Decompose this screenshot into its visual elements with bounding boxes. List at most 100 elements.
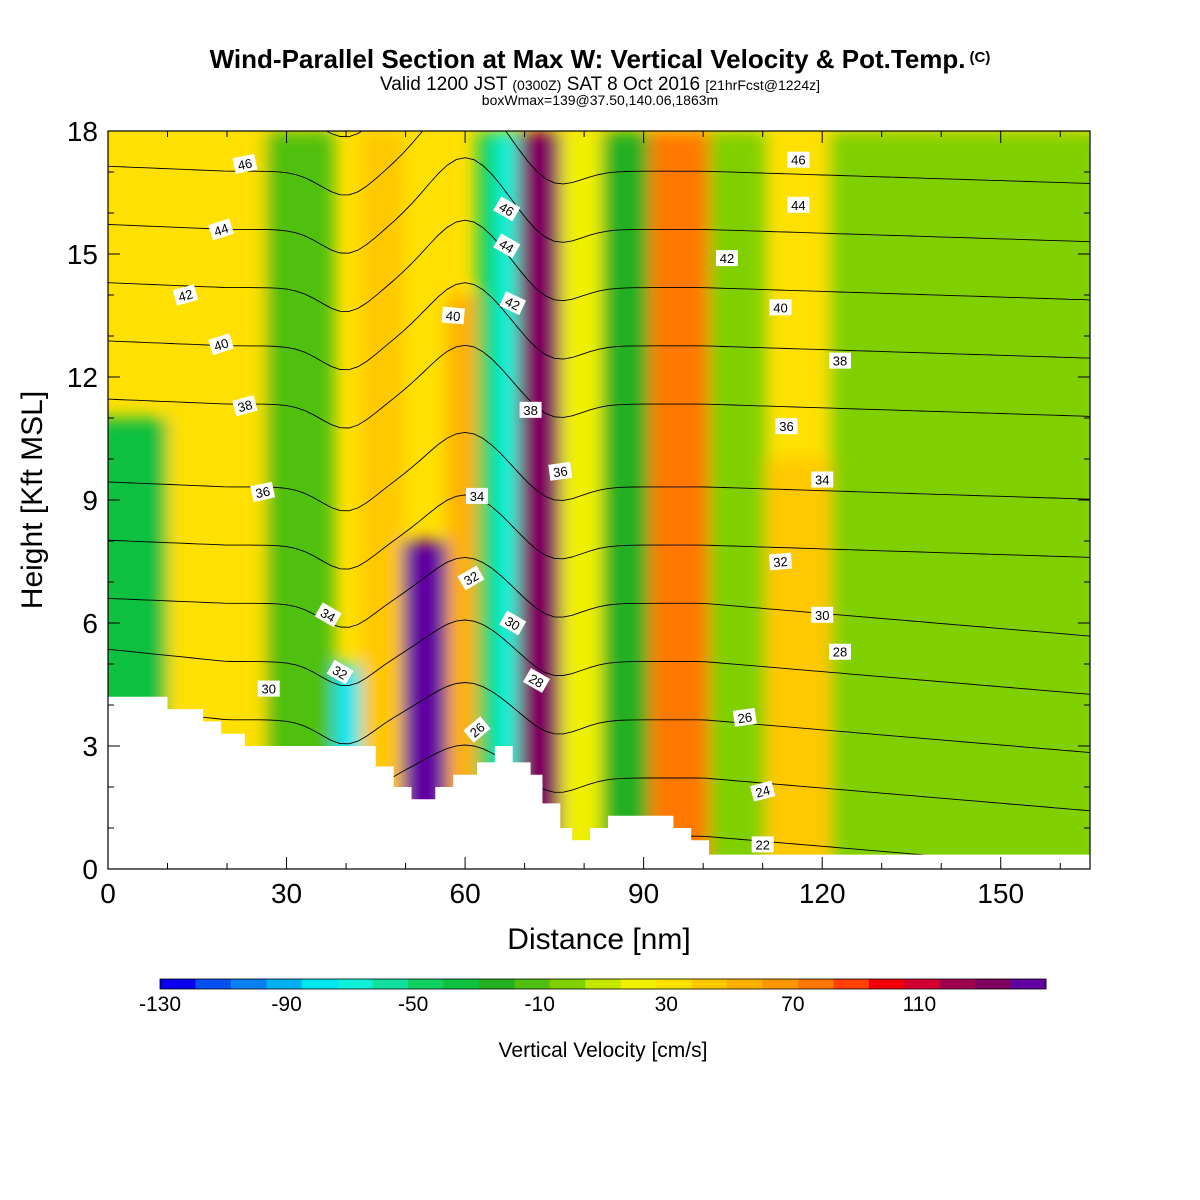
colorbar-swatch [443, 979, 480, 989]
colorbar-tick-label: 110 [903, 993, 936, 1016]
contour-label-text: 30 [815, 608, 829, 623]
contour-label-bg [232, 153, 258, 174]
x-tick-label: 0 [100, 878, 116, 909]
contour-label: 32 [457, 565, 485, 591]
colorbar-swatch [691, 979, 728, 989]
contour-labels: 46 44 42 40 38 36 34 32 30 40 46 44 42 38 36 34 32 30 28 26… [172, 151, 851, 853]
contour-label-text: 34 [318, 605, 338, 625]
contour-label-bg [232, 395, 258, 417]
x-tick-label: 120 [799, 878, 846, 909]
colorbar-tick-label: -90 [271, 993, 301, 1016]
contour-label-text: 30 [502, 613, 522, 633]
w-band [494, 131, 519, 869]
w-band [560, 131, 602, 869]
isentrope-line [108, 344, 1090, 429]
contour-label-bg [457, 565, 485, 591]
terrain-mask [108, 696, 1090, 869]
isentrope-line [325, 131, 363, 138]
contour-label-text: 38 [833, 354, 847, 369]
colorbar-swatch [301, 979, 338, 989]
contour-label-bg [499, 291, 527, 316]
contour-label-bg [208, 218, 235, 241]
x-axis-label: Distance [nm] [507, 923, 690, 956]
contour-label-bg [732, 707, 757, 727]
contour-label: 42 [172, 284, 199, 306]
contour-label-bg [787, 151, 810, 168]
contour-label-bg [326, 659, 354, 685]
contour-label-bg [768, 552, 793, 571]
contour-label-text: 34 [470, 489, 484, 504]
contour-label-bg [314, 602, 342, 628]
y-tick-label: 9 [82, 485, 98, 516]
y-tick-label: 6 [82, 608, 98, 639]
y-axis-label: Height [Kft MSL] [16, 391, 49, 609]
contour-label: 44 [787, 196, 810, 213]
w-band [765, 459, 832, 869]
isentrope-line [108, 282, 1090, 371]
w-band [518, 131, 561, 869]
colorbar-swatch [762, 979, 799, 989]
colorbar-swatch [939, 979, 976, 989]
colorbar-swatch [1010, 979, 1047, 989]
contour-label-bg [750, 780, 776, 802]
contour-label-bg [522, 667, 551, 693]
contour-label: 40 [441, 306, 465, 325]
contour-label: 34 [811, 471, 834, 488]
contour-label-bg [208, 333, 235, 356]
contour-label: 34 [466, 487, 488, 504]
contour-label-bg [811, 471, 834, 488]
contour-label: 22 [751, 836, 774, 853]
colorbar-tick-label: -130 [139, 993, 181, 1016]
contour-label-text: 40 [212, 335, 230, 354]
contour-label-bg [257, 680, 280, 697]
contour-label: 32 [768, 552, 793, 571]
contour-label: 42 [716, 250, 738, 267]
colorbar: -130 -90 -50 -10 30 70 110 Vertical Velocity [c… [139, 978, 1047, 1062]
contour-label: 30 [499, 610, 527, 636]
contour-label-text: 38 [523, 403, 537, 418]
contour-label-text: 28 [526, 671, 546, 691]
isentrope-line [108, 494, 1090, 570]
contour-label-text: 42 [720, 251, 734, 266]
contour-label: 40 [208, 333, 235, 356]
contour-label: 44 [208, 218, 235, 241]
contour-label-bg [716, 250, 738, 267]
contour-label: 24 [750, 780, 776, 802]
contour-label: 44 [493, 233, 521, 259]
contour-label-text: 22 [755, 837, 769, 852]
contour-label-text: 30 [261, 682, 275, 697]
contour-label-bg [775, 418, 798, 435]
copyright-mark: (C) [969, 49, 991, 66]
contour-label-text: 32 [330, 663, 350, 683]
contour-label: 46 [493, 196, 521, 222]
w-band [709, 131, 766, 869]
contour-label-text: 36 [779, 419, 793, 434]
contour-label: 34 [314, 602, 342, 628]
contour-label-bg [769, 299, 792, 316]
contour-label: 30 [257, 680, 280, 697]
chart-title: Wind-Parallel Section at Max W: Vertical… [209, 44, 991, 74]
isentrope-line [108, 157, 1090, 254]
contour-label: 46 [232, 153, 258, 174]
y-tick-label: 18 [67, 116, 98, 147]
colorbar-swatch [727, 979, 763, 989]
contour-label: 30 [811, 606, 834, 623]
colorbar-swatch [656, 979, 693, 989]
isentrope-line [108, 619, 1090, 695]
isentrope-line [108, 682, 1090, 754]
contour-label-bg [787, 196, 810, 213]
contour-label-text: 42 [503, 294, 522, 314]
contour-label-bg [499, 610, 527, 636]
contour-label: 38 [829, 352, 851, 369]
contour-label-text: 46 [497, 199, 517, 219]
colorbar-swatch [585, 979, 622, 989]
x-tick-label: 150 [977, 878, 1024, 909]
contour-label: 36 [548, 461, 573, 481]
y-tick-label: 0 [82, 854, 98, 885]
contour-label-text: 44 [497, 236, 517, 256]
contour-label-bg [811, 606, 834, 623]
w-band [601, 131, 650, 869]
colorbar-swatch [549, 979, 586, 989]
colorbar-swatch [620, 979, 657, 989]
